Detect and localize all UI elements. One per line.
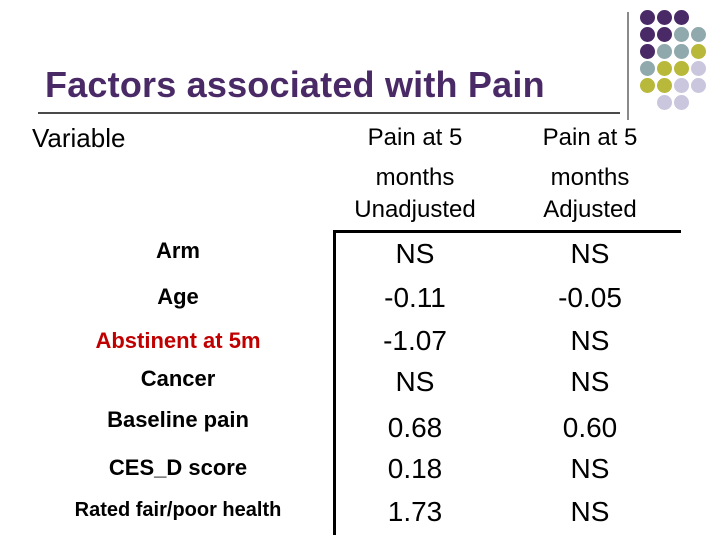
dot-icon [657, 78, 672, 93]
value-adjusted-fair-poor-health: NS [570, 496, 610, 527]
value-adjusted-baseline-pain: 0.60 [562, 412, 618, 443]
row-label-baseline-pain: Baseline pain [107, 407, 249, 432]
title-underline [38, 112, 620, 114]
slide-title: Factors associated with Pain [45, 64, 545, 105]
value-unadjusted-abstinent: -1.07 [383, 325, 447, 356]
row-label-fair-poor-health: Rated fair/poor health [74, 499, 282, 521]
value-adjusted-ces-d-score: NS [570, 453, 610, 484]
dot-icon [640, 27, 655, 42]
value-adjusted-age: -0.05 [558, 282, 622, 313]
dot-icon [657, 95, 672, 110]
dot-icon [691, 78, 706, 93]
value-adjusted-arm: NS [570, 238, 610, 269]
row-label-age: Age [157, 284, 199, 309]
dot-icon [657, 44, 672, 59]
header-variable: Variable [32, 123, 126, 153]
value-adjusted-cancer: NS [570, 366, 610, 397]
decorative-dot-grid [640, 10, 720, 120]
dot-icon [674, 10, 689, 25]
dot-icon [674, 78, 689, 93]
dot-icon [657, 61, 672, 76]
header-unadjusted-line2: months [375, 164, 455, 191]
value-unadjusted-cancer: NS [395, 366, 435, 397]
dot-icon [640, 78, 655, 93]
row-label-arm: Arm [155, 238, 200, 263]
decorative-vertical-line [627, 12, 629, 120]
row-label-cancer: Cancer [140, 366, 216, 391]
dot-icon [640, 61, 655, 76]
value-adjusted-abstinent: NS [570, 325, 610, 356]
dot-icon [640, 10, 655, 25]
dot-icon [674, 95, 689, 110]
header-rule [336, 230, 681, 233]
dot-icon [674, 44, 689, 59]
value-unadjusted-ces-d-score: 0.18 [387, 453, 443, 484]
dot-icon [657, 10, 672, 25]
header-adjusted-line1: Pain at 5 [542, 124, 638, 151]
values-left-border [333, 230, 336, 535]
row-label-abstinent: Abstinent at 5m [95, 328, 261, 353]
value-unadjusted-baseline-pain: 0.68 [387, 412, 443, 443]
header-adjusted: Pain at 5 months [505, 118, 675, 198]
value-unadjusted-fair-poor-health: 1.73 [387, 496, 443, 527]
dot-icon [640, 44, 655, 59]
header-adjusted-line3: Adjusted [543, 196, 637, 223]
value-unadjusted-arm: NS [395, 238, 435, 269]
header-unadjusted-line1: Pain at 5 [367, 124, 463, 151]
row-label-ces-d-score: CES_D score [108, 455, 248, 480]
header-unadjusted-line3: Unadjusted [354, 196, 476, 223]
dot-icon [674, 27, 689, 42]
value-unadjusted-age: -0.11 [384, 282, 446, 313]
dot-icon [674, 61, 689, 76]
header-unadjusted: Pain at 5 months [330, 118, 500, 198]
dot-icon [691, 27, 706, 42]
dot-icon [691, 61, 706, 76]
header-adjusted-line2: months [550, 164, 630, 191]
dot-icon [657, 27, 672, 42]
dot-icon [691, 44, 706, 59]
